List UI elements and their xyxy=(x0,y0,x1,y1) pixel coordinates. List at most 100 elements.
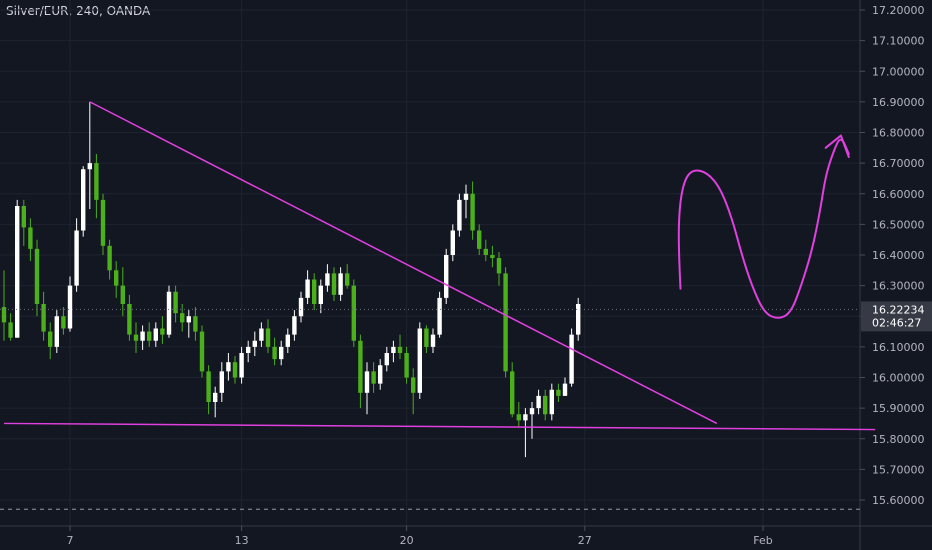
candle-body xyxy=(391,346,396,353)
price-tick-label: 16.90000 xyxy=(872,96,925,109)
candle-body xyxy=(193,316,198,332)
price-tick-label: 15.90000 xyxy=(872,402,925,415)
candle-body xyxy=(199,331,205,372)
candle-body xyxy=(556,389,561,396)
candle-body xyxy=(318,285,323,304)
candle-body xyxy=(463,193,469,200)
candle-body xyxy=(160,328,165,335)
candle-body xyxy=(173,291,178,314)
candle-body xyxy=(457,199,462,231)
candle-body xyxy=(338,273,343,295)
candle-body xyxy=(384,353,389,366)
candle-body xyxy=(81,169,86,231)
candle-body xyxy=(21,206,26,228)
candle-body xyxy=(477,230,482,249)
candle-body xyxy=(417,328,422,393)
candle-body xyxy=(8,322,13,338)
candle-body xyxy=(1,307,7,323)
candle-body xyxy=(305,279,310,298)
candle-body xyxy=(516,414,521,421)
candle-body xyxy=(378,365,383,384)
candle-body xyxy=(529,408,535,415)
candle-body xyxy=(48,331,53,347)
candle-body xyxy=(153,328,158,341)
candle-body xyxy=(252,340,257,347)
candle-body xyxy=(166,291,172,335)
candle-body xyxy=(510,371,515,415)
price-tick-label: 16.80000 xyxy=(872,127,925,140)
candle-body xyxy=(127,304,132,335)
candle-body xyxy=(15,206,20,338)
candle-body xyxy=(562,383,568,396)
candle-body xyxy=(100,199,106,246)
projection-arrowhead xyxy=(824,134,850,158)
price-tick-label: 16.30000 xyxy=(872,280,925,293)
price-tick-label: 16.60000 xyxy=(872,188,925,201)
candle-body xyxy=(265,328,271,347)
candle-body xyxy=(147,331,152,341)
candle-body xyxy=(133,334,139,341)
candle-body xyxy=(34,248,40,304)
candle-body xyxy=(404,353,409,378)
candle-body xyxy=(523,414,528,421)
last-price-label-bg xyxy=(861,301,932,332)
time-tick-label: 7 xyxy=(67,534,74,547)
candle-body xyxy=(569,334,574,384)
annotations[interactable] xyxy=(3,101,876,431)
candle-body xyxy=(371,371,376,384)
candle-body xyxy=(411,377,416,393)
candle-body xyxy=(246,346,251,353)
candle-body xyxy=(496,258,502,274)
candle-body xyxy=(444,255,449,298)
candle-body xyxy=(345,273,350,286)
descending-trendline xyxy=(89,101,718,425)
price-tick-label: 17.20000 xyxy=(872,4,925,17)
grid xyxy=(0,0,860,526)
candle-body xyxy=(120,285,125,304)
candle-body xyxy=(107,245,112,271)
candle-body xyxy=(272,346,277,360)
last-price-countdown: 02:46:27 xyxy=(872,316,921,329)
candle-body xyxy=(206,371,211,402)
candle-body xyxy=(543,395,548,415)
time-tick-label: 27 xyxy=(578,534,592,547)
candle-body xyxy=(358,340,363,393)
candle-body xyxy=(226,362,231,372)
candle-body xyxy=(28,227,33,249)
price-tick-label: 16.70000 xyxy=(872,157,925,170)
projection-path xyxy=(677,138,850,319)
candle-body xyxy=(536,395,541,409)
candle-body xyxy=(490,255,495,259)
last-price-value: 16.22234 xyxy=(872,303,925,316)
price-tick-label: 16.00000 xyxy=(872,372,925,385)
price-axis[interactable]: 15.60000 15.70000 15.80000 15.90000 16.00000… xyxy=(860,4,925,507)
candle-body xyxy=(503,273,508,372)
candle-body xyxy=(450,230,455,255)
candle-body xyxy=(470,193,475,231)
price-tick-label: 16.10000 xyxy=(872,341,925,354)
price-tick-label: 17.00000 xyxy=(872,65,925,78)
candle-body xyxy=(74,230,79,286)
time-axis[interactable]: 7132027Feb10 xyxy=(67,526,932,547)
candle-body xyxy=(292,316,297,335)
price-tick-label: 16.40000 xyxy=(872,249,925,262)
candle-body xyxy=(54,316,59,347)
candle-body xyxy=(259,328,264,341)
candle-body xyxy=(140,331,145,341)
candle-body xyxy=(61,316,66,329)
candle-body xyxy=(180,313,185,323)
candle-body xyxy=(312,279,317,304)
candle-body xyxy=(397,346,403,353)
candle-body xyxy=(549,389,554,415)
candle-body xyxy=(424,328,429,347)
candle-body xyxy=(331,273,337,295)
time-tick-label: 20 xyxy=(400,534,414,547)
price-tick-label: 16.50000 xyxy=(872,218,925,231)
price-tick-label: 15.60000 xyxy=(872,494,925,507)
candle-body xyxy=(94,163,99,200)
price-tick-label: 17.10000 xyxy=(872,35,925,48)
candle-body xyxy=(87,163,92,170)
candle-body xyxy=(213,392,218,402)
